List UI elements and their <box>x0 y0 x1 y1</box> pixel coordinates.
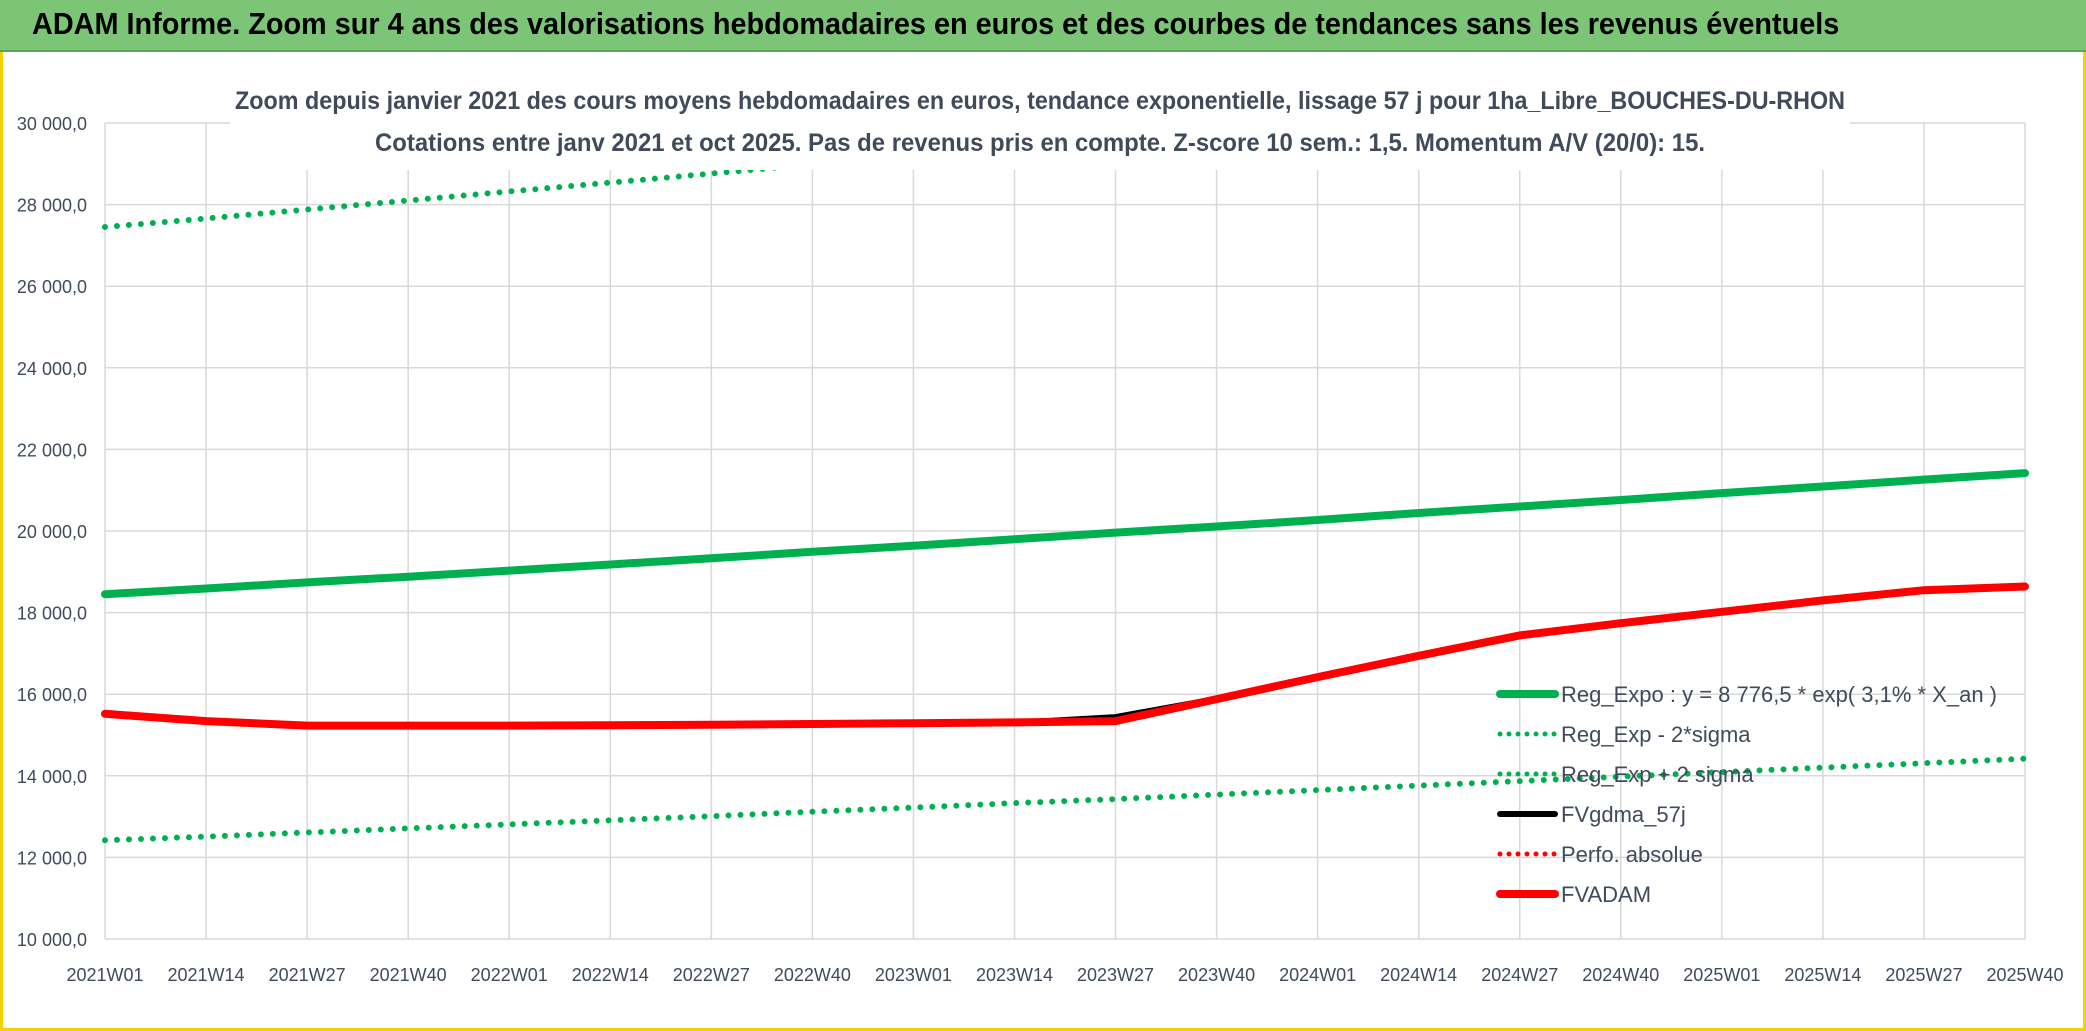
x-tick-label: 2025W01 <box>1683 965 1760 985</box>
x-tick-label: 2022W27 <box>673 965 750 985</box>
legend-label-0: Reg_Expo : y = 8 776,5 * exp( 3,1% * X_a… <box>1561 682 1997 707</box>
series-line-0 <box>101 469 2029 599</box>
x-tick-label: 2023W40 <box>1178 965 1255 985</box>
x-tick-label: 2022W14 <box>572 965 649 985</box>
gridlines <box>104 122 2026 940</box>
chart-title: Zoom depuis janvier 2021 des cours moyen… <box>235 87 1845 115</box>
y-axis-ticks: 10 000,0 12 000,0 14 000,0 16 000,0 18 000,0… <box>17 114 87 950</box>
y-tick-label: 20 000,0 <box>17 522 87 542</box>
y-tick-label: 10 000,0 <box>17 930 87 950</box>
series-line-2 <box>102 119 1332 230</box>
chart-subtitle: Cotations entre janv 2021 et oct 2025. P… <box>375 129 1705 157</box>
x-tick-label: 2022W01 <box>471 965 548 985</box>
y-tick-label: 26 000,0 <box>17 277 87 297</box>
x-tick-label: 2023W27 <box>1077 965 1154 985</box>
x-tick-label: 2021W01 <box>66 965 143 985</box>
chart-frame <box>0 52 2086 1031</box>
y-tick-label: 30 000,0 <box>17 114 87 134</box>
x-tick-label: 2025W40 <box>1986 965 2063 985</box>
legend-label-1: Reg_Exp - 2*sigma <box>1561 722 1751 747</box>
y-tick-label: 18 000,0 <box>17 604 87 624</box>
x-tick-label: 2024W40 <box>1582 965 1659 985</box>
legend: Reg_Expo : y = 8 776,5 * exp( 3,1% * X_a… <box>1496 682 1997 907</box>
y-tick-label: 28 000,0 <box>17 196 87 216</box>
title-background <box>230 78 1850 170</box>
series-lines <box>101 119 2029 844</box>
x-tick-label: 2023W14 <box>976 965 1053 985</box>
x-tick-label: 2024W01 <box>1279 965 1356 985</box>
header-bar: ADAM Informe. Zoom sur 4 ans des valoris… <box>0 0 2086 52</box>
x-tick-label: 2021W14 <box>168 965 245 985</box>
x-tick-label: 2024W27 <box>1481 965 1558 985</box>
y-tick-label: 22 000,0 <box>17 440 87 460</box>
x-tick-label: 2022W40 <box>774 965 851 985</box>
x-tick-label: 2025W14 <box>1784 965 1861 985</box>
legend-label-2: Reg_Exp + 2 sigma <box>1561 762 1754 787</box>
y-tick-label: 16 000,0 <box>17 685 87 705</box>
y-tick-label: 14 000,0 <box>17 767 87 787</box>
x-tick-label: 2024W14 <box>1380 965 1457 985</box>
x-tick-label: 2021W27 <box>269 965 346 985</box>
legend-label-5: FVADAM <box>1561 882 1651 907</box>
x-axis-ticks: 2021W01 2021W14 2021W27 2021W40 2022W01 2022W… <box>66 965 2063 985</box>
y-tick-label: 24 000,0 <box>17 359 87 379</box>
x-tick-label: 2023W01 <box>875 965 952 985</box>
legend-label-3: FVgdma_57j <box>1561 802 1686 827</box>
series-line-1 <box>102 755 2028 844</box>
x-tick-label: 2021W40 <box>370 965 447 985</box>
report-title: ADAM Informe. Zoom sur 4 ans des valoris… <box>32 6 1840 41</box>
series-line-5 <box>101 582 2029 730</box>
y-tick-label: 12 000,0 <box>17 848 87 868</box>
legend-label-4: Perfo. absolue <box>1561 842 1703 867</box>
x-tick-label: 2025W27 <box>1885 965 1962 985</box>
